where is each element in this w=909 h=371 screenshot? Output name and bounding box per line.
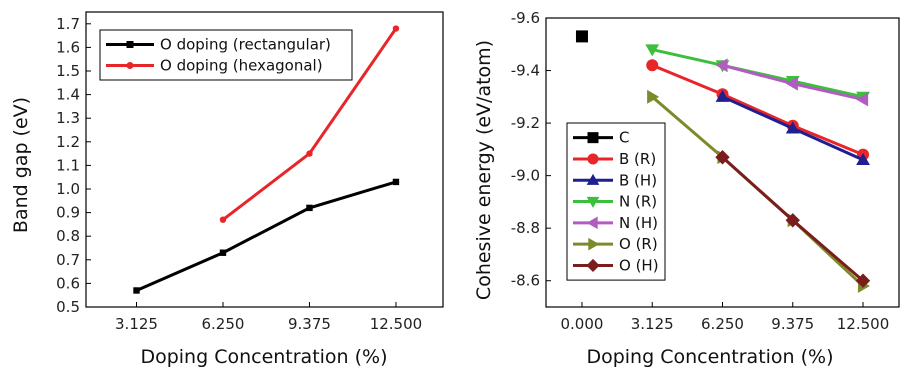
legend-label: B (H) (619, 171, 657, 189)
series-6 (715, 150, 871, 288)
series-0 (575, 30, 588, 43)
legend: C B (R) B (H) N (R) N (H) O (R) O (H) (566, 122, 666, 281)
y-tick-label: 0.9 (56, 204, 80, 222)
plot-frame (85, 11, 444, 308)
series-line (135, 180, 397, 292)
data-point (133, 287, 140, 294)
x-tick-label: 0.000 (560, 315, 603, 333)
x-tick-label: 3.125 (115, 315, 158, 333)
legend-box (99, 29, 353, 81)
legend-label: O (R) (619, 235, 658, 253)
right-x-axis-title: Doping Concentration (%) (586, 346, 833, 368)
data-point (856, 92, 869, 107)
x-tick-label: 9.375 (288, 315, 331, 333)
series-2 (715, 89, 870, 165)
right-y-axis-title: Cohesive energy (eV/atom) (473, 40, 495, 300)
y-tick-label: 0.8 (56, 227, 80, 245)
x-tick-label: 6.250 (701, 315, 744, 333)
y-tick-label: -8.8 (511, 219, 540, 237)
left-x-axis-title: Doping Concentration (%) (140, 346, 387, 368)
legend-label: N (R) (619, 193, 657, 211)
y-tick-label: 1.3 (56, 109, 80, 127)
x-tick-label: 12.500 (370, 315, 423, 333)
legend-marker (586, 216, 598, 230)
data-point (306, 204, 313, 212)
legend-marker (588, 237, 600, 251)
legend-marker (587, 132, 599, 144)
x-tick-label: 3.125 (631, 315, 674, 333)
series-line (651, 63, 864, 157)
legend-marker (126, 62, 134, 69)
data-point (219, 249, 227, 256)
y-tick-label: 0.7 (56, 251, 80, 269)
data-point (219, 216, 227, 223)
band-gap-chart: Band gap (eV) Doping Concentration (%) 0… (10, 11, 444, 368)
y-tick-label: 1.2 (56, 133, 80, 151)
y-tick-label: 1.6 (56, 38, 80, 56)
y-tick-label: -9.4 (511, 62, 540, 80)
data-point (646, 59, 659, 72)
y-tick-label: 1.4 (56, 86, 80, 104)
data-point (785, 121, 800, 134)
y-tick-label: -9.0 (511, 167, 540, 185)
legend-marker (586, 196, 600, 208)
legend-label: N (H) (619, 214, 658, 232)
y-tick-label: -9.6 (511, 9, 540, 27)
data-point (645, 44, 660, 57)
data-point (392, 25, 400, 32)
data-point (715, 89, 730, 102)
cohesive-energy-chart: Cohesive energy (eV/atom) Doping Concent… (473, 9, 900, 368)
series-line (651, 95, 865, 288)
legend-marker (126, 41, 134, 48)
y-tick-label: 1.7 (56, 15, 80, 33)
y-tick-label: 0.6 (56, 274, 80, 292)
legend-label: O doping (rectangular) (160, 36, 331, 54)
x-tick-label: 9.375 (771, 315, 814, 333)
x-tick-label: 12.500 (837, 315, 890, 333)
y-tick-label: -9.2 (511, 114, 540, 132)
legend: O doping (rectangular) O doping (hexagona… (99, 29, 353, 81)
legend-marker (586, 258, 600, 273)
data-point (785, 213, 800, 228)
x-tick-label: 6.250 (202, 315, 245, 333)
legend-label: C (619, 129, 629, 147)
y-tick-label: 1.0 (56, 180, 80, 198)
data-point (392, 178, 400, 186)
data-point (785, 76, 798, 91)
data-point (715, 58, 728, 73)
data-point (575, 30, 588, 43)
legend-label: B (R) (619, 150, 656, 168)
y-tick-label: 0.5 (56, 298, 80, 316)
legend-label: O (H) (619, 256, 659, 274)
data-point (855, 273, 871, 288)
left-y-axis-title: Band gap (eV) (10, 97, 32, 233)
y-tick-label: 1.1 (56, 156, 80, 174)
data-point (306, 150, 313, 157)
y-tick-label: 1.5 (56, 62, 80, 80)
series-4 (715, 58, 869, 107)
data-point (715, 150, 730, 165)
y-tick-label: -8.6 (511, 272, 540, 290)
data-point (647, 89, 660, 104)
series-0 (133, 178, 400, 294)
data-point (856, 152, 870, 165)
legend-marker (587, 153, 599, 165)
legend-marker (586, 173, 600, 185)
legend-label: O doping (hexagonal) (160, 57, 323, 75)
series-1 (219, 25, 400, 223)
